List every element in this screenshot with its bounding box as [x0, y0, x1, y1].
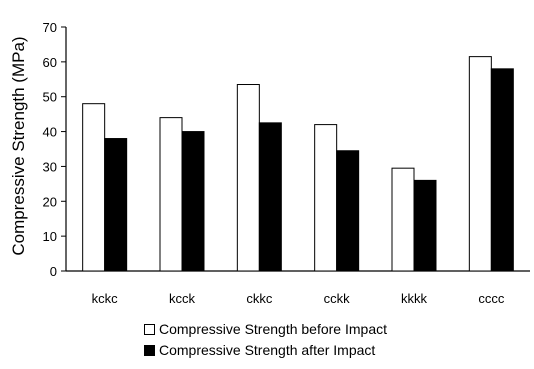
- plot-area: 0 10 20 30 40 50 60 70 kckc kcck ckkc cckk kkkk cccc: [43, 20, 530, 306]
- y-tick-label-70: 70: [43, 20, 57, 35]
- y-tick-label-20: 20: [43, 194, 57, 209]
- bar-ckkc-after: [258, 122, 282, 272]
- x-tick-label-kckc: kckc: [92, 291, 119, 306]
- y-tick-label-50: 50: [43, 90, 57, 105]
- legend-label-before: Compressive Strength before Impact: [159, 321, 387, 337]
- y-tick-label-10: 10: [43, 229, 57, 244]
- y-tick-label-0: 0: [50, 264, 57, 279]
- bar-kkkk-after: [413, 179, 437, 272]
- bar-kcck-after: [181, 131, 205, 272]
- bar-cckk-before: [314, 124, 338, 272]
- legend-item-before: Compressive Strength before Impact: [144, 319, 387, 340]
- bar-ckkc-before: [236, 84, 260, 272]
- legend-label-after: Compressive Strength after Impact: [159, 342, 376, 358]
- bar-kckc-after: [104, 138, 128, 272]
- bar-cckk-after: [336, 150, 360, 272]
- x-tick-label-ckkc: ckkc: [246, 291, 273, 306]
- y-tick-label-60: 60: [43, 55, 57, 70]
- y-tick-label-40: 40: [43, 125, 57, 140]
- legend-swatch-before: [144, 324, 155, 335]
- x-tick-label-kcck: kcck: [169, 291, 196, 306]
- y-tick-label-30: 30: [43, 159, 57, 174]
- x-tick-label-cckk: cckk: [324, 291, 351, 306]
- legend-swatch-after: [144, 345, 155, 356]
- legend-item-after: Compressive Strength after Impact: [144, 340, 387, 361]
- bar-kkkk-before: [391, 167, 415, 272]
- legend: Compressive Strength before Impact Compr…: [144, 319, 387, 361]
- y-axis-label: Compressive Strength (MPa): [9, 36, 28, 255]
- bar-cccc-after: [490, 68, 514, 272]
- bar-cccc-before: [468, 56, 492, 272]
- bar-kckc-before: [82, 103, 106, 272]
- x-tick-label-kkkk: kkkk: [401, 291, 428, 306]
- bar-kcck-before: [159, 117, 183, 272]
- x-tick-label-cccc: cccc: [478, 291, 505, 306]
